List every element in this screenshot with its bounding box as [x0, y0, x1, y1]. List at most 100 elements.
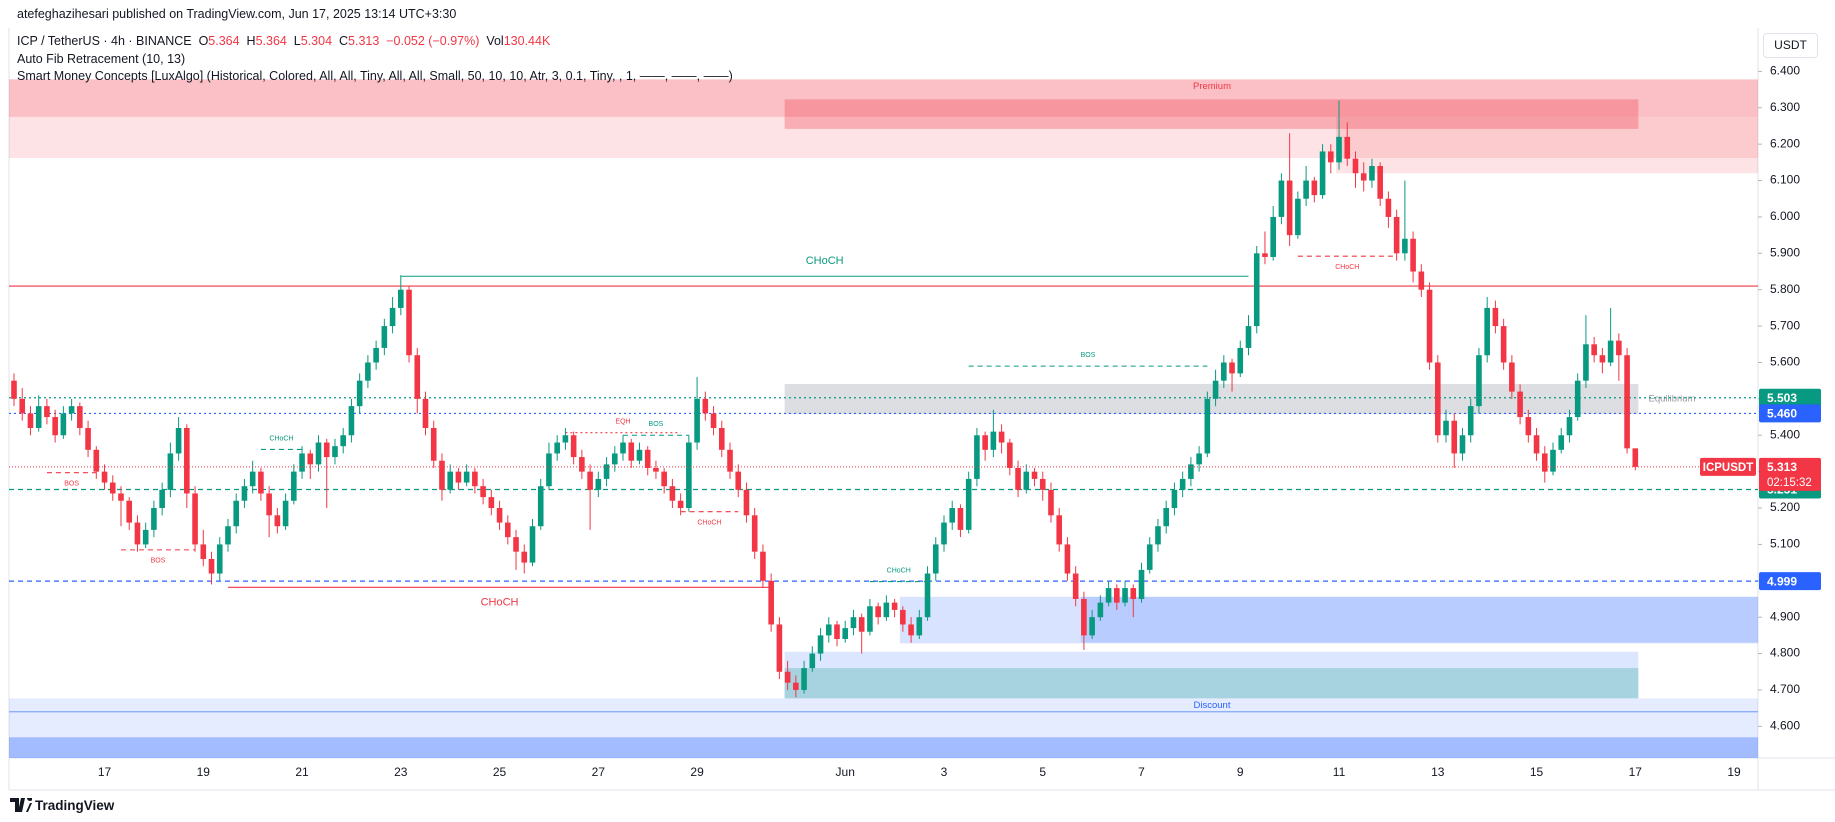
- indicator[interactable]: Auto Fib Retracement (10, 13): [17, 52, 186, 66]
- candle-body: [1007, 442, 1013, 468]
- candle-body: [225, 526, 231, 545]
- candle-body: [381, 326, 388, 348]
- candle-body: [1369, 165, 1375, 181]
- legend: ICP / TetherUS · 4h · BINANCE O5.364 H5.…: [17, 33, 550, 49]
- candle-body: [1566, 417, 1573, 436]
- candle-body: [1492, 307, 1499, 327]
- candle-body: [718, 427, 725, 450]
- candle-body: [998, 431, 1005, 443]
- x-tick-label: 19: [197, 765, 211, 779]
- zone: [899, 596, 1758, 644]
- candle-body: [603, 464, 610, 479]
- candle-body: [908, 624, 914, 636]
- zone: [9, 737, 1758, 758]
- candle-body: [1089, 617, 1095, 636]
- candle-body: [118, 493, 124, 501]
- zone-label: Equilibrium: [1649, 394, 1696, 405]
- ohlc-key: L: [293, 34, 301, 48]
- candle-body: [1221, 362, 1227, 381]
- candle-body: [1599, 355, 1606, 363]
- structure-label: EQH: [615, 419, 630, 426]
- candle-body: [422, 398, 429, 428]
- zone: [784, 383, 1639, 415]
- candle-body: [365, 362, 371, 381]
- candle-body: [1130, 588, 1137, 599]
- x-tick-label: 11: [1333, 765, 1346, 779]
- zone-label: Premium: [1193, 81, 1231, 92]
- candle-body: [529, 526, 536, 563]
- candle-body: [1607, 340, 1614, 363]
- candle-body: [249, 471, 256, 487]
- candle-body: [1253, 253, 1260, 327]
- candle-body: [1500, 326, 1507, 363]
- candle-body: [990, 431, 997, 450]
- candle-body: [1295, 198, 1301, 236]
- volume-key: Vol: [486, 34, 504, 48]
- x-tick-label: 5: [1039, 765, 1046, 779]
- candle-body: [900, 609, 906, 625]
- candle-body: [455, 471, 462, 483]
- candle-body: [1146, 544, 1153, 570]
- candle-body: [77, 406, 83, 428]
- candle-body: [916, 617, 923, 636]
- candle-body: [883, 602, 890, 618]
- indicator[interactable]: Smart Money Concepts [LuxAlgo] (Historic…: [17, 69, 733, 83]
- candle-body: [1476, 355, 1482, 407]
- candle-body: [340, 435, 346, 447]
- candle-body: [1558, 435, 1565, 450]
- candle-body: [1048, 489, 1054, 516]
- zone: [9, 79, 1758, 158]
- price-tag: [1759, 404, 1821, 423]
- candle-body: [496, 508, 503, 523]
- candle-body: [546, 453, 552, 487]
- zone: [1080, 596, 1758, 643]
- currency-button[interactable]: USDT: [1763, 33, 1818, 58]
- y-tick-label: 5.200: [1770, 500, 1800, 514]
- candle-body: [850, 617, 857, 629]
- y-tick-label: 5.100: [1770, 537, 1800, 551]
- candle-body: [439, 460, 445, 490]
- candle-body: [1056, 515, 1063, 545]
- candle-body: [348, 406, 355, 436]
- y-tick-label: 5.700: [1770, 318, 1800, 332]
- candle-body: [932, 544, 939, 574]
- candle-body: [858, 617, 865, 632]
- candle-body: [1393, 216, 1400, 254]
- candle-body: [1459, 435, 1466, 454]
- candle-body: [307, 453, 314, 465]
- candle-body: [208, 558, 215, 574]
- candle-body: [1352, 158, 1359, 174]
- y-tick-label: 4.800: [1770, 646, 1800, 660]
- candle-body: [1163, 508, 1169, 527]
- candle-body: [1574, 380, 1581, 418]
- y-tick-label: 5.400: [1770, 427, 1800, 441]
- candle-body: [398, 289, 404, 308]
- candle-body: [842, 628, 849, 640]
- candle-body: [1196, 453, 1202, 465]
- candle-body: [957, 508, 964, 530]
- y-tick-label: 4.700: [1770, 682, 1800, 696]
- x-tick-label: 27: [592, 765, 606, 779]
- candle-body: [760, 551, 766, 581]
- candle-body: [480, 486, 486, 498]
- y-tick-label: 5.800: [1770, 282, 1800, 296]
- zone: [784, 99, 1639, 129]
- structure-label: CHoCH: [1335, 264, 1359, 271]
- candle-body: [1583, 344, 1589, 381]
- change: −0.052 (−0.97%): [386, 34, 480, 48]
- candle-body: [891, 602, 898, 610]
- candle-body: [241, 486, 248, 501]
- ohlc-key: O: [198, 34, 209, 48]
- candle-body: [661, 471, 667, 487]
- structure-label: CHoCH: [697, 520, 721, 527]
- candle-body: [677, 500, 684, 509]
- candle-body: [151, 508, 157, 530]
- candle-body: [1155, 526, 1161, 545]
- candle-body: [554, 442, 560, 454]
- candle-body: [11, 380, 17, 399]
- candle-body: [521, 551, 528, 563]
- candle-body: [587, 471, 593, 490]
- candle-body: [1402, 238, 1408, 254]
- candle-body: [974, 435, 980, 479]
